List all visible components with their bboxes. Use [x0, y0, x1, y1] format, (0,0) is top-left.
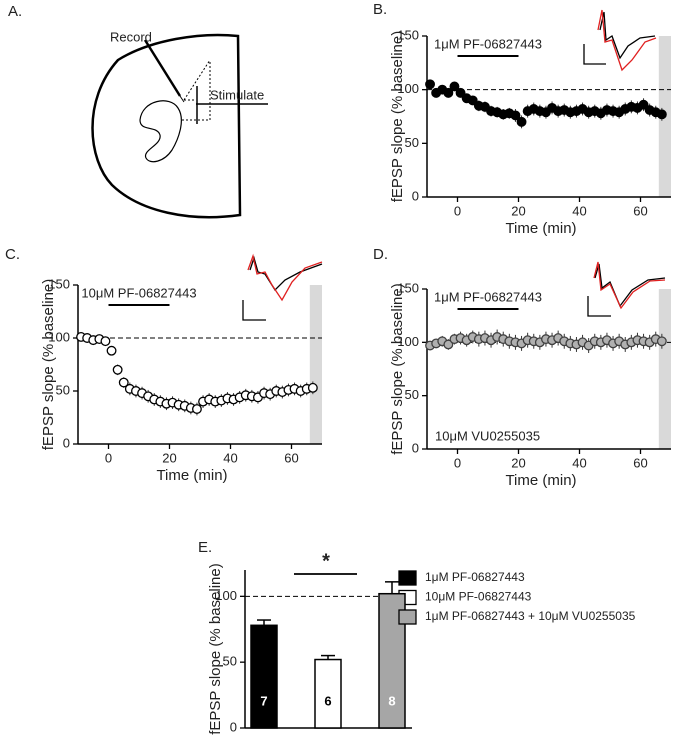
y-tick-label: 0: [230, 719, 237, 734]
panel-label: E.: [198, 539, 212, 556]
trace-drug: [247, 253, 323, 302]
data-point: [516, 116, 527, 127]
scale-bar: [583, 44, 606, 65]
x-tick-label: 60: [633, 455, 647, 470]
slice-diagram: A. Record Stimulate: [8, 3, 268, 219]
y-tick-label: 0: [63, 435, 70, 450]
x-tick-label: 0: [454, 203, 461, 218]
y-axis-label: fEPSP slope (% baseline): [40, 279, 57, 450]
y-axis-label: fEPSP slope (% baseline): [207, 563, 224, 734]
data-point: [449, 81, 460, 92]
panel-label: B.: [373, 1, 387, 18]
washout-shade: [658, 289, 671, 449]
treatment-label: 10μM PF-06827443: [81, 285, 196, 300]
trace-drug: [593, 261, 666, 310]
x-tick-label: 60: [284, 450, 298, 465]
legend-label: 10μM PF-06827443: [425, 590, 532, 604]
x-tick-label: 20: [162, 450, 176, 465]
x-axis-label: Time (min): [156, 467, 227, 484]
n-label: 8: [388, 693, 395, 708]
slice-outline: [91, 33, 242, 219]
inset-traces: [242, 9, 666, 321]
data-point: [106, 345, 117, 356]
bar: [378, 592, 406, 729]
x-tick-label: 40: [572, 203, 586, 218]
projection-lines: [182, 59, 211, 121]
y-axis-label: fEPSP slope (% baseline): [389, 283, 406, 454]
record-electrode: [143, 39, 182, 97]
data-point: [100, 336, 111, 347]
data-point: [425, 79, 436, 90]
y-tick-label: 50: [405, 135, 419, 150]
bar: [314, 658, 342, 729]
data-point: [443, 87, 454, 98]
n-label: 6: [324, 693, 331, 708]
data-point: [656, 336, 667, 347]
data-point: [307, 382, 318, 393]
treatment-label: 1μM PF-06827443: [434, 36, 542, 51]
y-tick-label: 100: [397, 334, 419, 349]
x-tick-label: 40: [223, 450, 237, 465]
data-point: [455, 87, 466, 98]
y-tick-label: 150: [397, 280, 419, 295]
washout-shade: [309, 285, 322, 444]
legend-swatch: [398, 609, 417, 625]
scale-bar: [242, 300, 266, 321]
legend-label: 1μM PF-06827443 + 10μM VU0255035: [425, 609, 636, 623]
n-label: 7: [260, 693, 267, 708]
panel-label: D.: [373, 246, 388, 263]
x-axis-label: Time (min): [505, 472, 576, 489]
y-tick-label: 0: [412, 440, 419, 455]
data-point: [510, 110, 521, 121]
y-tick-label: 0: [412, 188, 419, 203]
y-tick-label: 150: [397, 27, 419, 42]
treatment-label: 1μM PF-06827443: [434, 289, 542, 304]
record-tip: [179, 95, 185, 103]
y-axis-label: fEPSP slope (% baseline): [389, 31, 406, 202]
scale-bar: [587, 296, 611, 317]
significance-mark: *: [322, 550, 330, 572]
data-point: [638, 99, 649, 110]
x-tick-label: 20: [511, 455, 525, 470]
x-axis-label: Time (min): [505, 220, 576, 237]
data-point: [118, 377, 129, 388]
y-tick-label: 100: [48, 329, 70, 344]
y-tick-label: 100: [397, 81, 419, 96]
y-tick-label: 50: [223, 654, 237, 669]
panel-label: C.: [5, 246, 20, 263]
data-point: [191, 404, 202, 414]
panel-label: A.: [8, 3, 22, 20]
y-tick-label: 50: [405, 387, 419, 402]
trace-drug: [597, 9, 657, 72]
annotation: 10μM VU0255035: [435, 428, 540, 443]
y-tick-label: 150: [48, 276, 70, 291]
data-point: [467, 95, 478, 106]
y-tick-label: 50: [56, 382, 70, 397]
legend-swatch: [398, 570, 417, 586]
data-point: [656, 109, 667, 120]
y-tick-label: 100: [215, 588, 237, 603]
data-point: [443, 339, 454, 350]
bar: [250, 624, 278, 729]
data-point: [112, 364, 123, 375]
x-tick-label: 20: [511, 203, 525, 218]
x-tick-label: 60: [633, 203, 647, 218]
hippocampus-outline: [139, 100, 182, 163]
x-tick-label: 0: [454, 455, 461, 470]
x-tick-label: 0: [105, 450, 112, 465]
legend-label: 1μM PF-06827443: [425, 570, 525, 584]
record-label: Record: [110, 29, 152, 44]
trace-baseline: [594, 263, 666, 308]
x-tick-label: 40: [572, 455, 586, 470]
trace-baseline: [599, 11, 656, 60]
stimulate-label: Stimulate: [210, 87, 264, 102]
